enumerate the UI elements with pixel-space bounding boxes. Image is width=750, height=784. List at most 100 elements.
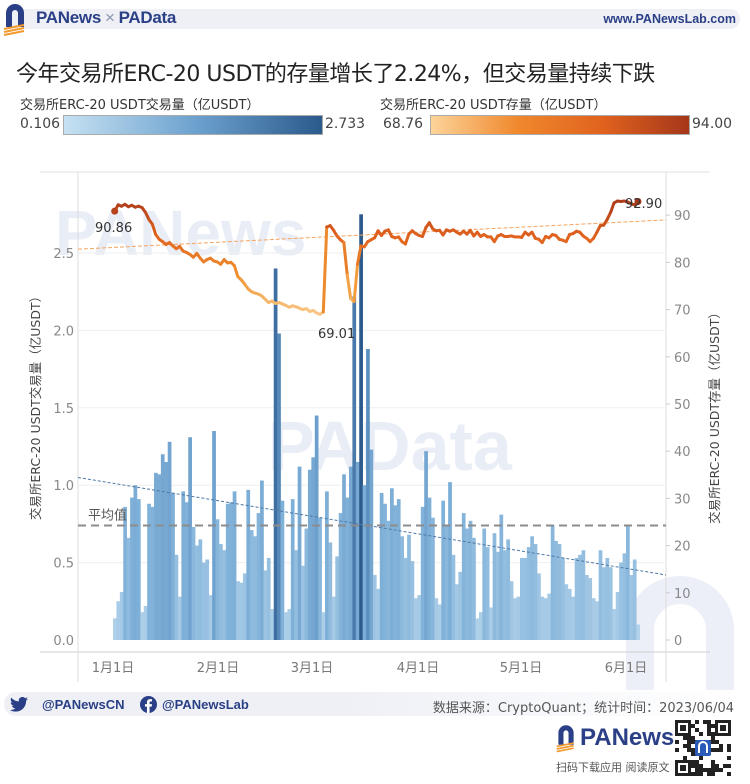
volume-bar	[195, 545, 199, 640]
volume-bar	[437, 604, 442, 640]
volume-bar	[171, 492, 175, 640]
volume-bar	[174, 554, 179, 640]
site-url[interactable]: www.PANewsLab.com	[603, 12, 736, 26]
legend-reserve: 交易所ERC-20 USDT存量（亿USDT） 68.76 94.00	[380, 94, 732, 135]
volume-bar	[608, 567, 613, 640]
volume-bar	[591, 598, 596, 640]
volume-bar	[588, 578, 593, 640]
volume-bar	[383, 503, 387, 640]
x-tick: 1月1日	[92, 661, 135, 676]
legend-volume-max: 2.733	[325, 116, 366, 132]
y-left-tick: 0.5	[53, 557, 74, 572]
volume-bar	[475, 618, 480, 640]
y-left-tick: 2.5	[53, 247, 74, 262]
volume-bar	[465, 528, 469, 640]
volume-bar	[581, 550, 586, 640]
volume-bar	[222, 550, 227, 640]
volume-bar	[366, 348, 370, 640]
volume-bar	[113, 618, 117, 640]
y-left-tick: 1.5	[53, 402, 74, 417]
chart-title: 今年交易所ERC-20 USDT的存量增长了2.24%，但交易量持续下跌	[16, 62, 655, 87]
volume-bar	[154, 472, 158, 640]
volume-bar	[571, 596, 575, 640]
x-tick: 2月1日	[197, 661, 240, 676]
volume-bar	[584, 574, 589, 640]
volume-bar	[413, 598, 418, 640]
qr-code-icon[interactable]	[675, 720, 731, 776]
volume-bar	[260, 480, 264, 640]
volume-bar	[448, 482, 452, 640]
facebook-icon[interactable]	[140, 696, 157, 713]
y-right-tick: 10	[674, 587, 691, 602]
volume-bar	[325, 491, 329, 640]
volume-bar	[369, 449, 374, 640]
twitter-handle[interactable]: @PANewsCN	[42, 697, 125, 712]
x-tick: 6月1日	[605, 661, 648, 676]
volume-bar	[393, 505, 398, 640]
volume-bar	[636, 624, 640, 640]
volume-bar	[540, 596, 545, 640]
volume-bar	[362, 485, 367, 640]
volume-bar	[208, 595, 213, 640]
volume-bar	[537, 573, 541, 640]
volume-bar	[526, 547, 531, 640]
volume-bar	[273, 268, 278, 640]
volume-bar	[307, 469, 312, 640]
y-right-tick: 70	[674, 304, 691, 319]
legend-volume-gradient	[63, 115, 323, 135]
volume-bar	[359, 214, 363, 641]
volume-bar	[567, 588, 572, 640]
volume-bar	[632, 559, 637, 640]
volume-bar	[266, 557, 271, 640]
volume-bar	[410, 561, 415, 640]
twitter-icon[interactable]	[10, 697, 28, 712]
volume-bar	[547, 593, 552, 640]
average-label: 平均值	[88, 507, 127, 523]
volume-bar	[598, 550, 603, 640]
volume-bar	[345, 497, 350, 640]
volume-bar	[386, 520, 391, 640]
volume-bar	[301, 565, 305, 640]
volume-bar	[212, 431, 216, 640]
panews-logo-icon	[3, 4, 25, 36]
volume-bar	[277, 333, 281, 640]
x-tick: 3月1日	[291, 661, 334, 676]
volume-bar	[242, 573, 247, 640]
volume-bar	[451, 554, 456, 640]
volume-bar	[191, 526, 196, 640]
volume-bar	[116, 601, 121, 640]
volume-bar	[472, 537, 476, 640]
volume-bar	[184, 502, 189, 640]
volume-bar	[126, 537, 131, 640]
volume-bar	[509, 581, 514, 640]
x-tick: 5月1日	[500, 661, 543, 676]
volume-bar	[318, 517, 322, 640]
volume-bar	[181, 491, 186, 640]
volume-bar	[622, 553, 627, 640]
volume-bar	[157, 474, 162, 640]
volume-bar	[198, 539, 203, 640]
volume-bar	[130, 497, 134, 640]
volume-bar	[407, 534, 411, 640]
volume-bar	[533, 544, 538, 640]
volume-bar	[239, 582, 244, 640]
header-bar	[8, 9, 740, 29]
volume-bar	[201, 562, 206, 640]
volume-bar	[284, 612, 288, 640]
facebook-handle[interactable]: @PANewsLab	[162, 697, 249, 712]
volume-bar	[150, 506, 155, 640]
volume-bar	[530, 536, 534, 640]
y-left-axis-title: 交易所ERC-20 USDT交易量（亿USDT）	[28, 290, 43, 520]
volume-bar	[550, 525, 555, 640]
volume-bar	[123, 506, 127, 640]
y-right-tick: 60	[674, 351, 691, 366]
volume-bar	[461, 513, 466, 640]
volume-bar	[119, 592, 124, 640]
volume-bar	[485, 547, 490, 640]
volume-bar	[328, 542, 333, 640]
panews-app-logo-icon	[556, 725, 574, 753]
volume-bars	[113, 214, 640, 641]
volume-bar	[376, 588, 381, 640]
y-right-tick: 40	[674, 445, 691, 460]
volume-bar	[455, 584, 459, 640]
